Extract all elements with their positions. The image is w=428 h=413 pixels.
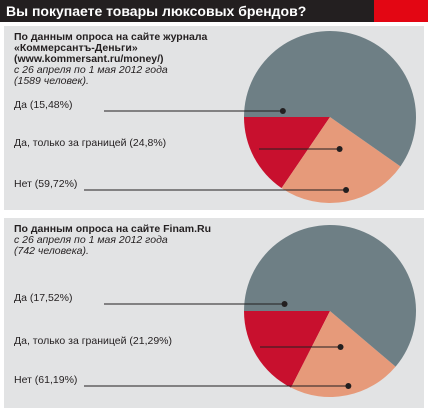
slice-yes (244, 311, 330, 388)
leader-abroad-dot (336, 146, 343, 152)
period-line-1: с 26 апреля по 1 мая 2012 года (14, 64, 168, 76)
source-line-2: «Коммерсантъ-Деньги» (14, 42, 138, 54)
pie-chart-kommersant (84, 30, 416, 203)
survey-panel-kommersant: По данным опроса на сайте журнала «Комме… (4, 26, 424, 210)
label-abroad: Да, только за границей (24,8%) (14, 137, 167, 149)
leader-abroad-dot (337, 344, 344, 350)
slice-abroad (291, 311, 396, 397)
survey-panel-finam: По данным опроса на сайте Finam.Ru с 26 … (4, 218, 424, 408)
label-yes: Да (17,52%) (14, 292, 73, 304)
slice-no (244, 224, 416, 367)
leader-yes-dot (281, 301, 288, 307)
source-line-1: По данным опроса на сайте журнала (14, 31, 208, 43)
title-accent (374, 0, 428, 22)
period-line-2: (1589 человек). (14, 75, 89, 87)
pie-chart-finam (84, 224, 416, 397)
leader-no-dot (343, 187, 350, 193)
panel-header: По данным опроса на сайте журнала «Комме… (14, 32, 207, 87)
leader-yes-dot (279, 108, 286, 114)
label-no: Нет (59,72%) (14, 178, 78, 190)
panel-header: По данным опроса на сайте Finam.Ru с 26 … (14, 224, 211, 257)
slice-abroad (281, 117, 401, 203)
label-yes: Да (15,48%) (14, 99, 73, 111)
leader-no-dot (345, 383, 352, 389)
label-no: Нет (61,19%) (14, 374, 78, 386)
slice-no (244, 30, 416, 167)
period-line-1: с 26 апреля по 1 мая 2012 года (14, 234, 168, 246)
source-line-3: (www.kommersant.ru/money/) (14, 53, 164, 65)
period-line-2: (742 человека). (14, 245, 89, 257)
chart-title: Вы покупаете товары люксовых брендов? (6, 3, 307, 19)
title-bar: Вы покупаете товары люксовых брендов? (0, 0, 428, 22)
source-line-1: По данным опроса на сайте Finam.Ru (14, 223, 211, 235)
slice-yes (244, 117, 330, 189)
label-abroad: Да, только за границей (21,29%) (14, 335, 173, 347)
